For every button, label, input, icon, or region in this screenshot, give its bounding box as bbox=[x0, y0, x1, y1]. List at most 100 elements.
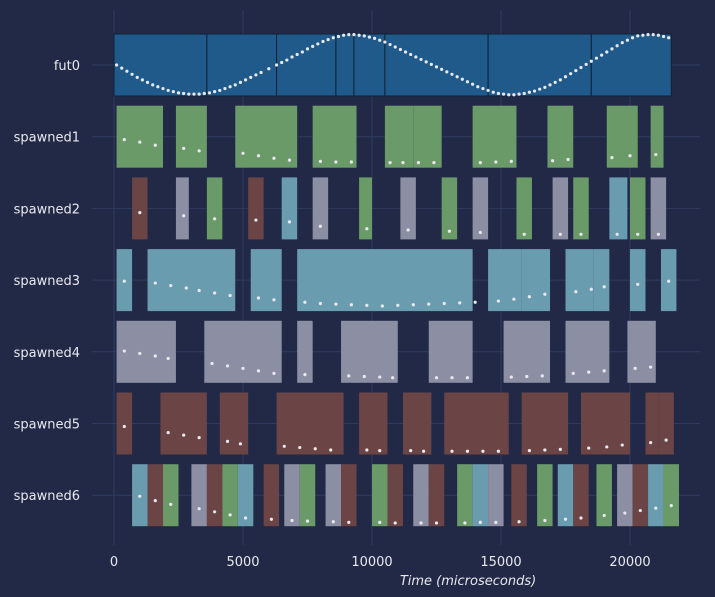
event-dot-spawned4 bbox=[166, 356, 170, 361]
event-dot-fut0 bbox=[176, 91, 181, 95]
segment-fut0 bbox=[487, 33, 592, 97]
event-dot-spawned4 bbox=[540, 374, 544, 378]
segment-spawned6 bbox=[191, 464, 207, 527]
event-dot-fut0 bbox=[625, 38, 630, 42]
event-dot-spawned5 bbox=[496, 449, 501, 453]
event-dot-spawned4 bbox=[347, 374, 351, 378]
event-dot-fut0 bbox=[512, 93, 516, 97]
event-dot-fut0 bbox=[630, 36, 635, 40]
event-dot-spawned4 bbox=[378, 375, 382, 379]
segment-spawned6 bbox=[488, 464, 504, 527]
event-dot-fut0 bbox=[362, 34, 366, 38]
event-dot-fut0 bbox=[403, 50, 408, 54]
segment-spawned6 bbox=[617, 464, 633, 527]
event-dot-spawned1 bbox=[272, 156, 276, 160]
segment-spawned6 bbox=[428, 464, 445, 527]
event-dot-fut0 bbox=[233, 83, 237, 87]
event-dot-spawned1 bbox=[494, 160, 498, 164]
event-dot-fut0 bbox=[274, 63, 279, 67]
event-dot-spawned6 bbox=[290, 518, 294, 523]
event-dot-fut0 bbox=[249, 75, 253, 79]
event-dot-spawned2 bbox=[213, 217, 217, 221]
event-dot-spawned3 bbox=[380, 304, 384, 308]
event-dot-fut0 bbox=[140, 78, 144, 82]
segment-spawned2 bbox=[630, 177, 646, 240]
event-dot-spawned3 bbox=[153, 281, 157, 285]
event-dot-fut0 bbox=[543, 85, 547, 89]
event-dot-spawned3 bbox=[365, 303, 369, 307]
event-dot-fut0 bbox=[548, 83, 552, 87]
event-dot-spawned1 bbox=[182, 146, 186, 150]
event-dot-fut0 bbox=[285, 58, 289, 62]
event-dot-spawned5 bbox=[465, 449, 470, 453]
event-dot-spawned2 bbox=[636, 232, 640, 236]
segment-spawned6 bbox=[372, 464, 388, 527]
event-dot-fut0 bbox=[372, 36, 377, 40]
event-dot-spawned4 bbox=[509, 375, 513, 379]
segment-fut0 bbox=[384, 33, 489, 97]
event-dot-spawned5 bbox=[620, 443, 624, 447]
segment-spawned5 bbox=[116, 392, 133, 455]
event-dot-fut0 bbox=[615, 44, 619, 48]
event-dot-spawned6 bbox=[213, 510, 217, 514]
segment-spawned1 bbox=[235, 105, 298, 168]
segment-spawned6 bbox=[413, 464, 429, 527]
segment-spawned5 bbox=[276, 392, 344, 455]
event-dot-fut0 bbox=[414, 55, 418, 59]
event-dot-spawned4 bbox=[272, 371, 276, 375]
event-dot-fut0 bbox=[450, 72, 454, 76]
event-dot-fut0 bbox=[646, 33, 650, 37]
row-label-spawned2: spawned2 bbox=[14, 202, 80, 217]
event-dot-spawned4 bbox=[434, 376, 439, 380]
event-dot-spawned1 bbox=[628, 154, 632, 158]
event-dot-fut0 bbox=[440, 67, 444, 71]
event-dot-spawned3 bbox=[602, 285, 606, 289]
segment-spawned5 bbox=[160, 392, 207, 455]
x-tick-label: 20000 bbox=[609, 555, 650, 570]
event-dot-spawned6 bbox=[305, 519, 310, 523]
event-dot-fut0 bbox=[409, 52, 413, 57]
segment-spawned2 bbox=[552, 177, 569, 240]
event-dot-fut0 bbox=[605, 50, 609, 54]
event-dot-fut0 bbox=[434, 65, 439, 69]
row-label-fut0: fut0 bbox=[54, 59, 80, 74]
segment-spawned6 bbox=[299, 464, 316, 527]
event-dot-spawned6 bbox=[654, 506, 658, 510]
segment-fut0 bbox=[206, 33, 278, 97]
x-axis-ticks: 0 5000 10000 15000 20000 bbox=[110, 555, 651, 570]
event-dot-spawned6 bbox=[478, 520, 482, 524]
event-dot-spawned4 bbox=[525, 374, 529, 379]
event-dot-fut0 bbox=[636, 34, 640, 38]
event-dot-spawned3 bbox=[411, 303, 415, 307]
event-dot-spawned2 bbox=[478, 230, 482, 235]
event-dot-spawned3 bbox=[458, 301, 462, 305]
event-dot-spawned5 bbox=[422, 449, 426, 453]
segment-spawned3 bbox=[630, 249, 646, 312]
segment-spawned2 bbox=[472, 177, 489, 240]
segment-spawned6 bbox=[341, 464, 357, 527]
event-dot-fut0 bbox=[192, 92, 196, 96]
row-label-spawned4: spawned4 bbox=[14, 346, 80, 361]
event-dot-spawned2 bbox=[365, 227, 369, 231]
event-dot-spawned3 bbox=[427, 302, 431, 306]
segment-spawned2 bbox=[441, 177, 458, 240]
event-dot-fut0 bbox=[151, 83, 155, 87]
segment-spawned4 bbox=[116, 320, 176, 383]
event-dot-fut0 bbox=[145, 80, 150, 84]
event-dot-spawned2 bbox=[287, 220, 292, 224]
event-dot-spawned4 bbox=[633, 366, 637, 370]
event-dot-fut0 bbox=[455, 75, 459, 79]
event-dot-spawned5 bbox=[225, 439, 230, 443]
event-dot-fut0 bbox=[187, 92, 191, 96]
event-dot-fut0 bbox=[130, 72, 134, 76]
event-dot-fut0 bbox=[316, 42, 320, 46]
segments bbox=[113, 33, 680, 527]
event-dot-fut0 bbox=[574, 68, 578, 73]
event-dot-spawned1 bbox=[256, 154, 261, 158]
event-dot-spawned3 bbox=[303, 300, 307, 304]
event-dot-spawned2 bbox=[579, 232, 583, 236]
event-dot-spawned5 bbox=[664, 438, 668, 442]
event-dot-spawned5 bbox=[238, 442, 243, 446]
event-dot-fut0 bbox=[383, 40, 387, 44]
